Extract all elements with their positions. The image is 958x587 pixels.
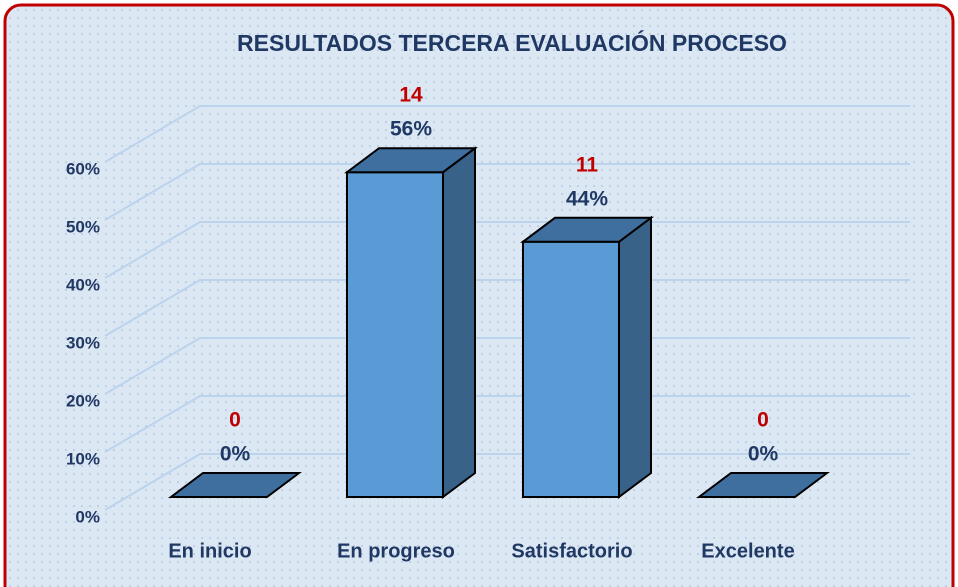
grid-line (104, 163, 910, 221)
y-tick-label: 30% (66, 333, 100, 352)
chart-title: RESULTADOS TERCERA EVALUACIÓN PROCESO (237, 29, 787, 56)
count-label: 11 (576, 153, 599, 176)
plot-area: 0% 10% 20% 30% 40% 50% 60% En inicio 0% 0 En progr… (66, 84, 910, 562)
bar (520, 215, 654, 499)
grid-line (104, 395, 910, 453)
grid-line (104, 221, 910, 279)
value-label: 0% (220, 443, 251, 466)
chart-frame (3, 3, 955, 587)
y-tick-label: 0% (75, 507, 100, 526)
y-tick-label: 20% (66, 391, 100, 410)
grid-line (104, 453, 910, 511)
bar-side (618, 215, 652, 499)
bar (696, 472, 830, 498)
value-label: 0% (748, 443, 779, 466)
count-label: 14 (399, 84, 423, 107)
bar (168, 472, 302, 498)
grid-line (104, 337, 910, 395)
grid-line (104, 105, 910, 163)
y-tick-label: 40% (66, 275, 100, 294)
count-label: 0 (229, 409, 241, 432)
bar (344, 146, 478, 499)
x-tick-label: En progreso (337, 540, 455, 562)
bar-top (168, 472, 302, 498)
y-tick-label: 50% (66, 217, 100, 236)
x-tick-label: Excelente (701, 540, 794, 562)
count-label: 0 (757, 409, 769, 432)
grid-line (104, 279, 910, 337)
bar-front (346, 171, 444, 498)
bar-top (696, 472, 830, 498)
y-tick-label: 10% (66, 449, 100, 468)
bar-front (522, 240, 620, 498)
value-label: 56% (390, 118, 432, 141)
y-tick-label: 60% (66, 159, 100, 178)
value-label: 44% (566, 187, 608, 210)
bar-side (442, 146, 476, 499)
bar-top (520, 216, 654, 243)
bar-top (344, 147, 478, 174)
x-tick-label: En inicio (168, 540, 251, 562)
x-tick-label: Satisfactorio (511, 540, 632, 562)
